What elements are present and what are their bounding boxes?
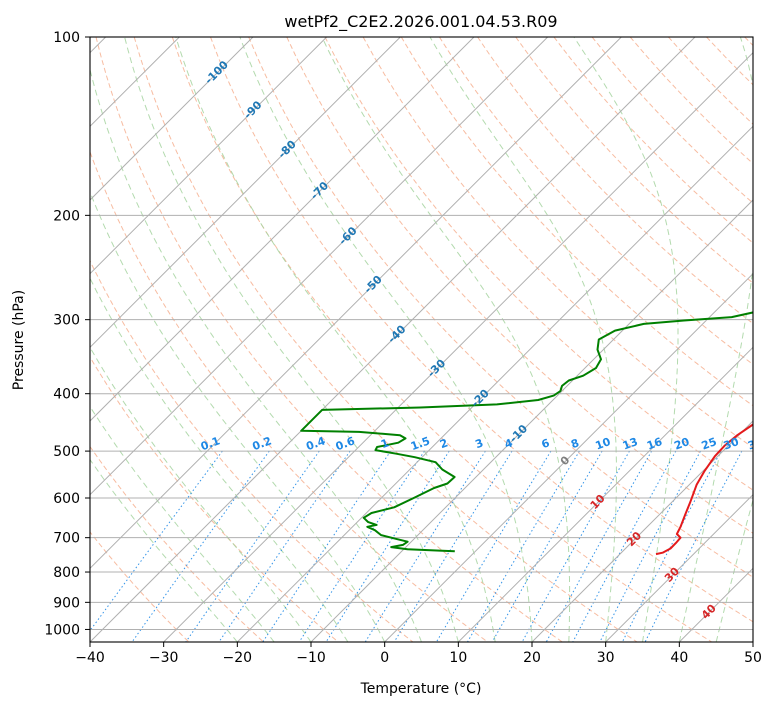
x-tick-label: 0 bbox=[380, 650, 389, 666]
y-tick-label: 900 bbox=[53, 595, 80, 611]
x-tick-label: 20 bbox=[523, 650, 541, 666]
x-tick-label: −40 bbox=[75, 650, 105, 666]
y-tick-label: 100 bbox=[53, 30, 80, 46]
x-tick-label: 40 bbox=[670, 650, 688, 666]
y-axis-label: Pressure (hPa) bbox=[11, 290, 27, 390]
y-tick-label: 300 bbox=[53, 313, 80, 329]
y-tick-label: 800 bbox=[53, 565, 80, 581]
y-tick-label: 400 bbox=[53, 387, 80, 403]
y-tick-label: 1000 bbox=[44, 622, 80, 638]
x-tick-label: 30 bbox=[597, 650, 615, 666]
y-tick-label: 500 bbox=[53, 444, 80, 460]
x-tick-label: −10 bbox=[296, 650, 326, 666]
x-tick-label: 10 bbox=[449, 650, 467, 666]
y-tick-label: 600 bbox=[53, 491, 80, 507]
x-tick-label: −30 bbox=[149, 650, 179, 666]
x-tick-label: 50 bbox=[744, 650, 762, 666]
y-tick-label: 200 bbox=[53, 208, 80, 224]
chart-title: wetPf2_C2E2.2026.001.04.53.R09 bbox=[284, 12, 557, 32]
x-tick-label: −20 bbox=[223, 650, 253, 666]
x-axis-label: Temperature (°C) bbox=[360, 681, 482, 697]
y-tick-label: 700 bbox=[53, 531, 80, 547]
